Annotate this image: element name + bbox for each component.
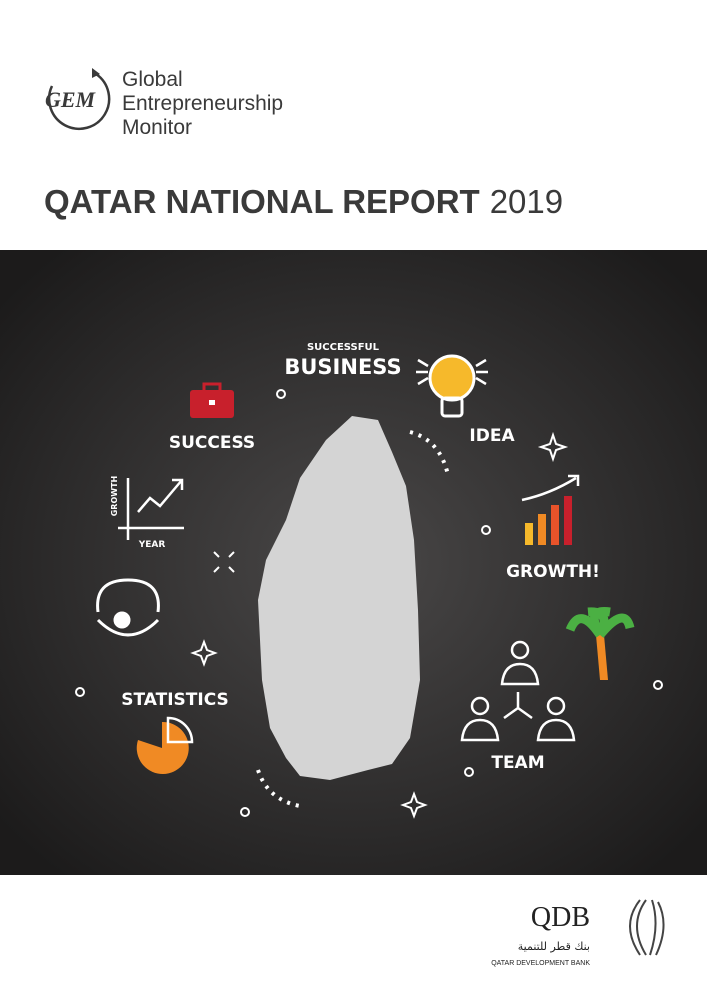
year: 2019 xyxy=(490,183,563,220)
pie-icon xyxy=(136,716,194,774)
axis-label: YEAR xyxy=(138,540,166,550)
label: GROWTH! xyxy=(506,562,600,582)
label: TEAM xyxy=(491,753,544,773)
label: SUCCESS xyxy=(169,433,255,453)
brand-line: Monitor xyxy=(122,116,192,139)
logo-text: GEM xyxy=(45,87,97,112)
label: STATISTICS xyxy=(121,690,228,710)
label: IDEA xyxy=(469,426,515,446)
brand-line: Global xyxy=(122,68,183,91)
briefcase-icon xyxy=(190,382,234,418)
axis-label: GROWTH xyxy=(110,476,119,517)
growth-chart-icon xyxy=(118,478,184,540)
growth-bars-icon xyxy=(521,474,580,545)
bank-name: QATAR DEVELOPMENT BANK xyxy=(491,960,590,967)
dotted-arc xyxy=(409,430,450,476)
shell-icon xyxy=(96,578,160,637)
decorations xyxy=(75,389,663,819)
arabic-name: بنك قطر للتنمية xyxy=(518,940,590,953)
label: SUCCESSFUL xyxy=(307,342,380,353)
dotted-arc xyxy=(256,769,301,808)
qdb-emblem xyxy=(629,899,665,956)
qdb-logo: QDB xyxy=(531,902,590,933)
gem-logo: GEM xyxy=(45,68,111,131)
qatar-map xyxy=(258,416,420,780)
report-title: QATAR NATIONAL REPORT 2019 xyxy=(44,183,563,220)
title: QATAR NATIONAL REPORT xyxy=(44,183,480,220)
idea-icon xyxy=(416,354,488,418)
palm-icon xyxy=(565,607,635,680)
label: BUSINESS xyxy=(284,355,401,379)
brand-line: Entrepreneurship xyxy=(122,92,283,115)
team-icon xyxy=(460,640,576,742)
